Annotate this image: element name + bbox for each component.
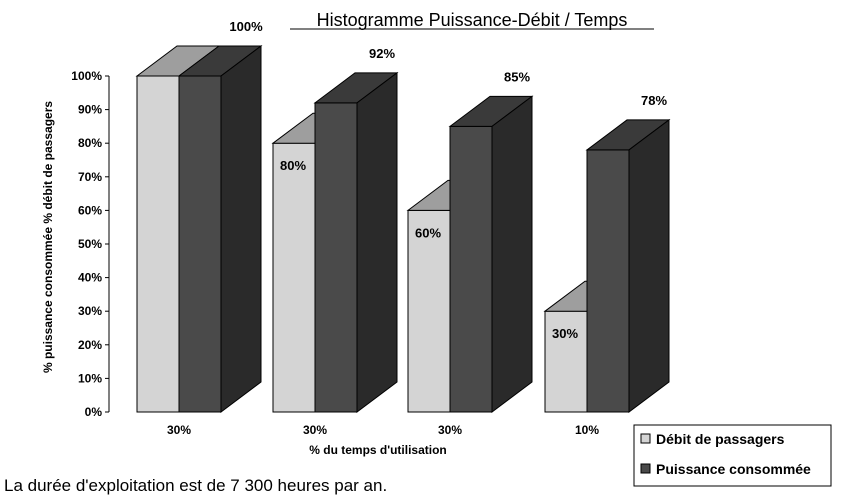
legend: Débit de passagers Puissance consommée [633, 424, 832, 487]
bar-front [314, 102, 358, 413]
x-tick-label: 30% [303, 423, 327, 437]
data-label: 60% [415, 225, 441, 240]
y-axis-label: % puissance consommée % débit de passage… [41, 101, 55, 373]
y-tick-label: 40% [78, 271, 102, 285]
x-axis-ticks: 30% 30% 30% 10% [167, 423, 599, 437]
bar-side [628, 118, 670, 413]
x-axis-label: % du temps d'utilisation [309, 443, 447, 457]
x-tick-label: 10% [575, 423, 599, 437]
bar-front [136, 75, 180, 413]
y-tick-label: 80% [78, 136, 102, 150]
y-axis-ticks: 0% 10% 20% 30% 40% 50% 60% 70% 80% 90% 100% [71, 69, 110, 419]
legend-swatch-puissance [640, 463, 651, 474]
legend-swatch-debit [640, 433, 651, 444]
y-tick-label: 100% [71, 69, 102, 83]
y-tick-label: 50% [78, 237, 102, 251]
bar-front [586, 149, 630, 413]
y-tick-label: 60% [78, 203, 102, 217]
y-tick-label: 90% [78, 103, 102, 117]
bar-side [356, 71, 398, 413]
data-label: 92% [369, 46, 395, 61]
data-label: 80% [280, 158, 306, 173]
legend-label-debit: Débit de passagers [656, 431, 785, 447]
legend-label-puissance: Puissance consommée [656, 461, 811, 477]
bars [135, 45, 671, 413]
data-label: 78% [641, 93, 667, 108]
data-label: 30% [552, 326, 578, 341]
y-tick-label: 0% [85, 405, 103, 419]
note-text: La durée d'exploitation est de 7 300 heu… [4, 476, 388, 495]
bar-front [449, 125, 493, 413]
bar-front [178, 75, 222, 413]
bar-side [491, 95, 533, 413]
y-tick-label: 10% [78, 371, 102, 385]
data-label: 85% [504, 69, 530, 84]
y-tick-label: 30% [78, 304, 102, 318]
data-label: 100% [229, 19, 263, 34]
y-tick-label: 70% [78, 170, 102, 184]
bar-front [407, 209, 451, 413]
bar-front [272, 142, 316, 413]
x-tick-label: 30% [438, 423, 462, 437]
bar-side [220, 45, 262, 413]
legend-box [633, 424, 832, 487]
chart-title: Histogramme Puissance-Débit / Temps [317, 10, 628, 30]
x-tick-label: 30% [167, 423, 191, 437]
data-labels: 100% 80% 92% 60% 85% 30% 78% [229, 19, 667, 341]
y-tick-label: 20% [78, 338, 102, 352]
